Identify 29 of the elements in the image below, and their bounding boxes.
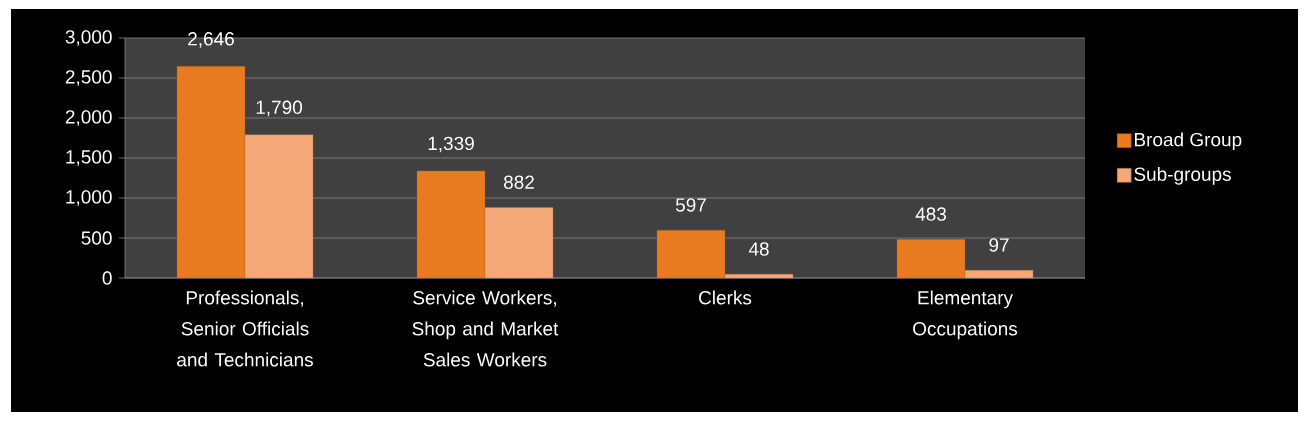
y-tick-label: 1,500	[66, 150, 112, 166]
bar	[416, 170, 486, 279]
bar	[484, 207, 554, 279]
x-tick-label: Elementary Occupations	[913, 290, 1018, 340]
legend-label: Sub-groups	[1134, 167, 1231, 185]
bar	[656, 230, 726, 279]
x-tick-label: Clerks	[699, 290, 752, 305]
data-label: 882	[503, 175, 534, 189]
y-tick-label: 1,000	[66, 190, 112, 206]
data-label: 597	[675, 198, 706, 212]
y-tick-label: 0	[102, 271, 112, 285]
data-label: 97	[989, 238, 1009, 252]
data-label: 2,646	[188, 32, 234, 48]
y-tick-label: 2,000	[65, 110, 112, 126]
bar	[964, 270, 1034, 279]
data-label: 48	[748, 242, 769, 256]
x-tick-label: Professionals, Senior Officials and Technicians	[177, 290, 313, 367]
legend-label: Broad Group	[1134, 132, 1242, 151]
bar	[244, 134, 314, 279]
bar	[896, 239, 966, 279]
x-tick-label: Service Workers, Shop and Market Sales Workers	[412, 290, 559, 367]
y-tick-label: 2,500	[65, 70, 112, 86]
data-label: 483	[915, 207, 947, 221]
bar	[724, 273, 794, 279]
data-label: 1,790	[256, 100, 303, 117]
data-label: 1,339	[428, 136, 474, 153]
y-tick-label: 500	[81, 231, 112, 245]
y-tick-label: 3,000	[65, 30, 112, 46]
bar	[176, 66, 246, 279]
